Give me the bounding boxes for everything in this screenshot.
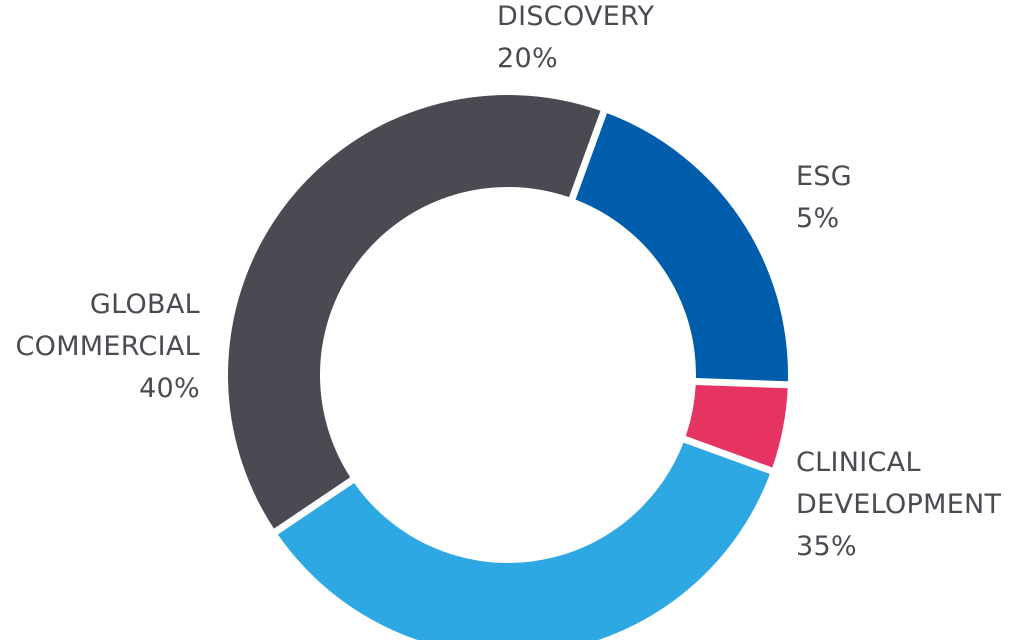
label-clinical-development: CLINICAL DEVELOPMENT 35% — [796, 442, 1001, 568]
label-discovery-pct: 20% — [497, 43, 558, 74]
slice-clinical-development — [277, 442, 770, 640]
label-esg: ESG 5% — [796, 156, 852, 240]
label-clinical-line2: DEVELOPMENT — [796, 489, 1002, 520]
label-esg-name: ESG — [796, 161, 853, 192]
label-global-line1: GLOBAL — [89, 289, 200, 320]
slice-discovery — [575, 113, 788, 382]
label-discovery-name: DISCOVERY — [497, 1, 655, 32]
slice-global-commercial — [227, 94, 601, 529]
label-discovery: DISCOVERY 20% — [497, 0, 654, 80]
label-global-pct: 40% — [139, 373, 200, 404]
label-global-commercial: GLOBAL COMMERCIAL 40% — [16, 284, 201, 410]
label-clinical-line1: CLINICAL — [796, 447, 921, 478]
slice-esg — [685, 385, 788, 468]
label-global-line2: COMMERCIAL — [15, 331, 200, 362]
label-clinical-pct: 35% — [796, 531, 857, 562]
label-esg-pct: 5% — [796, 203, 840, 234]
